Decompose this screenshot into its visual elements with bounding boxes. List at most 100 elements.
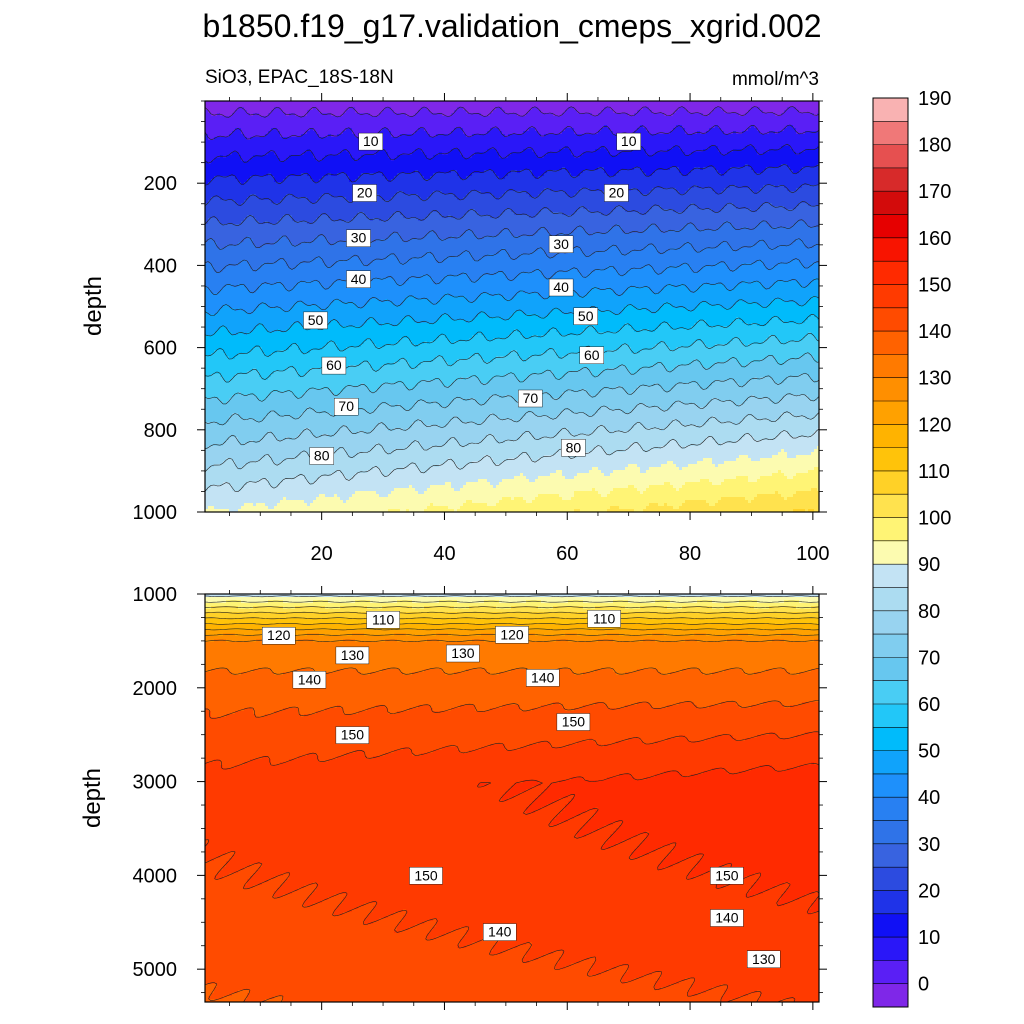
- contour-fill-cell: [631, 428, 662, 432]
- contour-fill-cell: [679, 284, 686, 288]
- contour-fill-cell: [205, 362, 362, 366]
- contour-fill-cell: [205, 897, 308, 901]
- contour-fill-cell: [376, 407, 404, 411]
- contour-fill-cell: [205, 828, 581, 832]
- contour-fill-cell: [613, 452, 779, 456]
- contour-fill-cell: [559, 798, 572, 802]
- contour-fill-cell: [421, 753, 819, 757]
- contour-fill-cell: [496, 485, 629, 489]
- contour-fill-cell: [697, 359, 728, 363]
- contour-fill-cell: [673, 305, 698, 309]
- contour-fill-cell: [316, 497, 341, 501]
- contour-fill-cell: [733, 131, 737, 135]
- contour-fill-cell: [397, 404, 401, 408]
- contour-fill-cell: [790, 167, 803, 171]
- contour-fill-cell: [556, 416, 713, 420]
- upper-contour-fill: [205, 101, 819, 512]
- contour-fill-cell: [289, 266, 296, 270]
- contour-fill-cell: [418, 128, 425, 132]
- contour-fill-cell: [643, 975, 662, 979]
- contour-fill-cell: [472, 230, 503, 234]
- contour-fill-cell: [706, 320, 734, 324]
- contour-fill-cell: [628, 485, 635, 489]
- contour-fill-cell: [610, 834, 638, 838]
- contour-fill-cell: [808, 299, 819, 303]
- contour-label-text: 150: [414, 867, 438, 883]
- contour-fill-cell: [607, 368, 629, 372]
- contour-fill-cell: [361, 173, 383, 177]
- contour-fill-cell: [712, 768, 725, 772]
- contour-fill-cell: [487, 398, 515, 402]
- contour-fill-cell: [748, 455, 773, 459]
- contour-fill-cell: [205, 732, 770, 736]
- contour-fill-cell: [418, 194, 431, 198]
- contour-fill-cell: [232, 284, 239, 288]
- contour-fill-cell: [406, 509, 410, 512]
- contour-fill-cell: [415, 924, 437, 928]
- contour-fill-cell: [460, 939, 482, 943]
- contour-fill-cell: [478, 479, 488, 483]
- contour-fill-cell: [640, 212, 647, 216]
- contour-fill-cell: [205, 684, 819, 688]
- contour-fill-cell: [301, 134, 320, 138]
- contour-fill-cell: [811, 669, 819, 673]
- contour-fill-cell: [679, 146, 710, 150]
- contour-fill-cell: [427, 470, 557, 474]
- contour-fill-cell: [379, 404, 392, 408]
- contour-fill-cell: [442, 383, 452, 387]
- contour-fill-cell: [595, 149, 608, 153]
- contour-fill-cell: [319, 305, 329, 309]
- contour-fill-cell: [436, 233, 464, 237]
- contour-fill-cell: [757, 323, 767, 327]
- contour-fill-cell: [673, 461, 698, 465]
- contour-fill-cell: [814, 467, 819, 471]
- contour-fill-cell: [508, 789, 527, 793]
- contour-fill-cell: [748, 500, 752, 504]
- contour-fill-cell: [523, 290, 554, 294]
- contour-fill-cell: [469, 750, 819, 754]
- colorbar-tick-label: 70: [918, 647, 940, 669]
- contour-fill-cell: [226, 714, 257, 718]
- contour-fill-cell: [310, 894, 335, 898]
- contour-fill-cell: [205, 401, 224, 405]
- contour-fill-cell: [322, 158, 356, 162]
- contour-fill-cell: [637, 386, 662, 390]
- contour-fill-cell: [340, 392, 530, 396]
- contour-fill-cell: [640, 470, 647, 474]
- contour-fill-cell: [592, 966, 617, 970]
- contour-fill-cell: [286, 236, 317, 240]
- contour-fill-cell: [223, 443, 242, 447]
- contour-fill-cell: [583, 825, 605, 829]
- contour-fill-cell: [448, 458, 452, 462]
- contour-fill-cell: [712, 672, 746, 676]
- contour-fill-cell: [337, 320, 368, 324]
- contour-fill-cell: [451, 236, 455, 240]
- contour-fill-cell: [628, 392, 632, 396]
- contour-fill-cell: [598, 639, 614, 643]
- contour-fill-cell: [235, 374, 260, 378]
- contour-fill-cell: [388, 509, 401, 512]
- contour-fill-cell: [214, 269, 224, 273]
- contour-fill-cell: [391, 452, 524, 456]
- contour-fill-cell: [748, 891, 764, 895]
- contour-fill-cell: [610, 846, 638, 850]
- contour-fill-cell: [286, 194, 293, 198]
- contour-fill-cell: [514, 278, 815, 282]
- contour-fill-cell: [526, 639, 557, 643]
- contour-fill-cell: [403, 909, 407, 913]
- contour-fill-cell: [430, 705, 461, 709]
- contour-fill-cell: [382, 323, 392, 327]
- contour-fill-cell: [583, 705, 608, 709]
- contour-fill-cell: [799, 374, 809, 378]
- contour-fill-cell: [682, 245, 692, 249]
- contour-fill-cell: [553, 113, 563, 117]
- contour-fill-cell: [685, 128, 710, 132]
- contour-fill-cell: [394, 212, 401, 216]
- contour-fill-cell: [313, 882, 317, 886]
- contour-fill-cell: [478, 353, 509, 357]
- contour-fill-cell: [580, 368, 590, 372]
- contour-fill-cell: [253, 215, 284, 219]
- contour-fill-cell: [337, 449, 347, 453]
- contour-fill-cell: [796, 221, 806, 225]
- contour-fill-cell: [808, 317, 818, 321]
